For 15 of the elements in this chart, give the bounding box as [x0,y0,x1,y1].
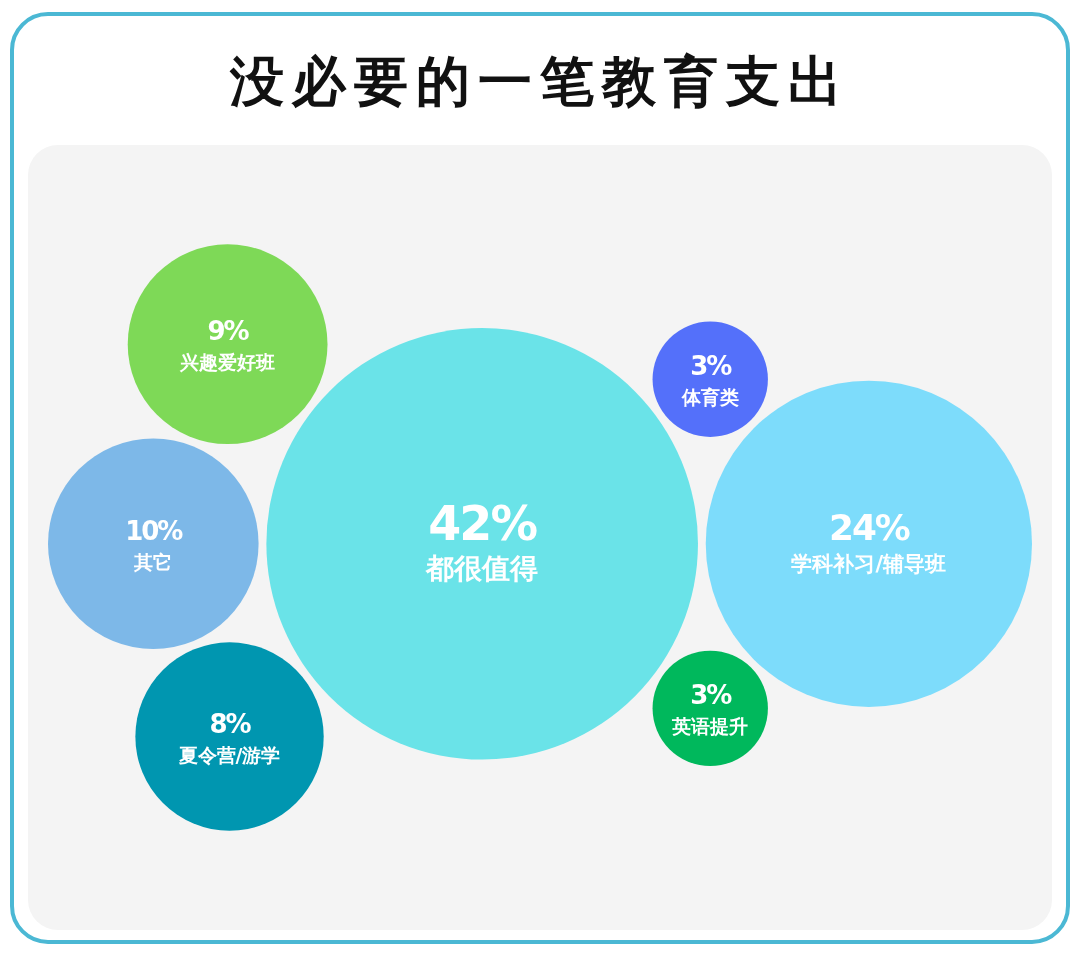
data-label: 9% [207,316,250,347]
category-label: 都很值得 [425,551,539,585]
title: 没必要的一笔教育支出 [230,50,850,113]
data-label: 8% [209,708,252,739]
category-label: 学科补习/辅导班 [791,550,947,576]
data-label: 10% [125,515,184,546]
data-label: 3% [690,680,733,711]
category-label: 夏令营/游学 [177,743,281,766]
data-label: 3% [690,351,733,382]
category-label: 体育类 [680,386,739,409]
data-label: 42% [428,495,538,551]
category-label: 兴趣爱好班 [179,351,276,374]
category-label: 其它 [133,550,173,573]
data-label: 24% [828,506,910,548]
category-label: 英语提升 [671,715,749,738]
